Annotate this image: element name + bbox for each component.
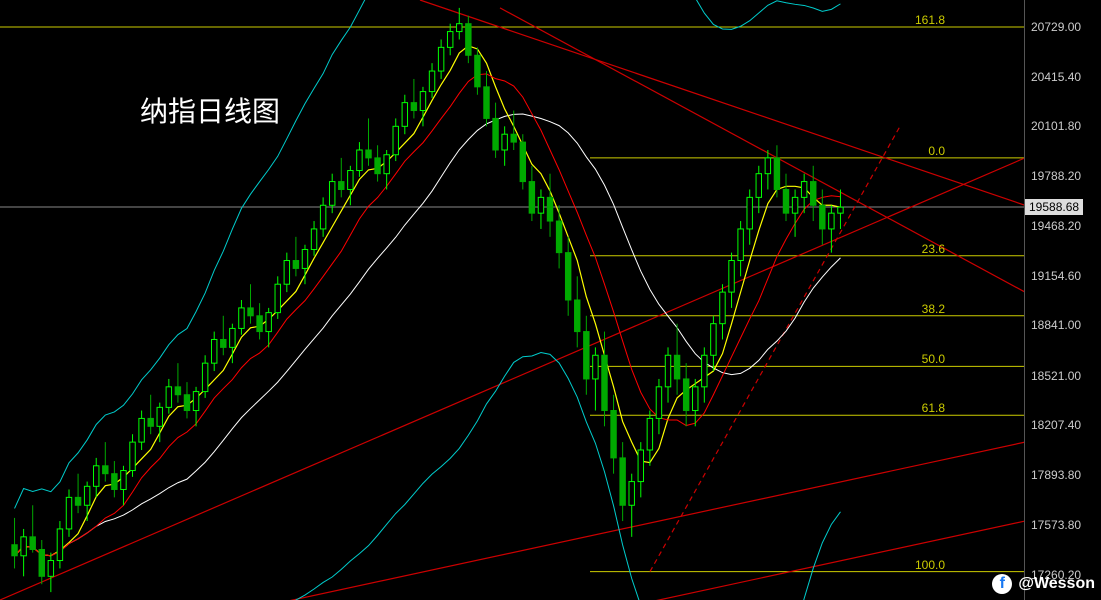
- chart-title: 纳指日线图: [140, 90, 280, 130]
- chart-container: 纳指日线图 161.8 0.0 23.6 38.2 50.0 61.8 100.0 2072…: [0, 0, 1101, 600]
- y-axis-tick: 17893.80: [1031, 468, 1081, 482]
- current-price-tag: 19588.68: [1025, 199, 1083, 215]
- fib-label: 23.6: [922, 242, 945, 256]
- y-axis-tick: 19468.20: [1031, 219, 1081, 233]
- watermark: f @Wesson: [992, 574, 1095, 594]
- fib-label: 50.0: [922, 352, 945, 366]
- y-axis-tick: 19154.60: [1031, 269, 1081, 283]
- y-axis-tick: 18521.00: [1031, 369, 1081, 383]
- fib-label: 61.8: [922, 401, 945, 415]
- fib-label: 161.8: [915, 13, 945, 27]
- fib-label: 38.2: [922, 302, 945, 316]
- fib-label: 100.0: [915, 558, 945, 572]
- y-axis-tick: 18841.00: [1031, 318, 1081, 332]
- plot-area[interactable]: 纳指日线图 161.8 0.0 23.6 38.2 50.0 61.8 100.0: [0, 0, 1025, 600]
- facebook-icon: f: [992, 574, 1012, 594]
- y-axis: 20729.00 20415.40 20101.80 19788.20 19468.20…: [1024, 0, 1101, 600]
- y-axis-tick: 20729.00: [1031, 20, 1081, 34]
- y-axis-tick: 20101.80: [1031, 119, 1081, 133]
- y-axis-tick: 17573.80: [1031, 518, 1081, 532]
- fib-label: 0.0: [928, 144, 945, 158]
- y-axis-tick: 19788.20: [1031, 169, 1081, 183]
- watermark-text: @Wesson: [1018, 575, 1095, 593]
- y-axis-tick: 18207.40: [1031, 418, 1081, 432]
- y-axis-tick: 20415.40: [1031, 70, 1081, 84]
